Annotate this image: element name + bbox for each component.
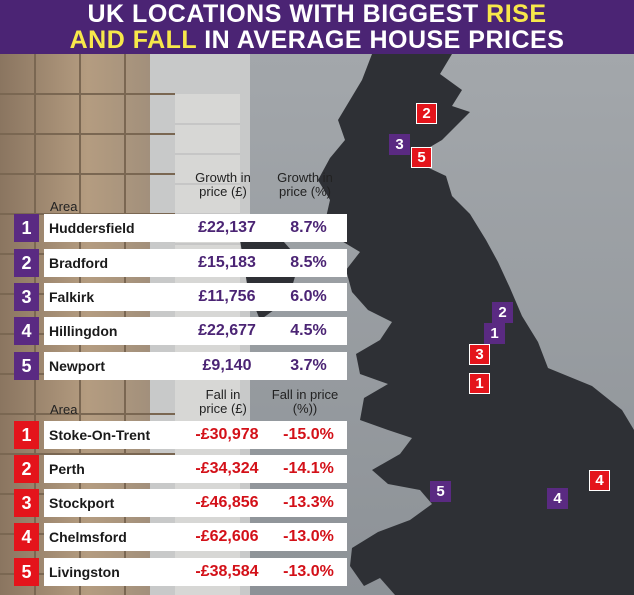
area-name: Livingston (49, 564, 120, 580)
area-name: Falkirk (49, 289, 95, 305)
title-text-2: IN AVERAGE HOUSE PRICES (196, 26, 565, 54)
area-name: Newport (49, 358, 105, 374)
area-name: Stockport (49, 495, 115, 511)
rise-row-cell: Bradford £15,183 8.5% (44, 249, 347, 277)
area-name: Bradford (49, 255, 109, 271)
growth-pct: 6.0% (290, 288, 327, 305)
fall-row-5: 5 Livingston -£38,584 -13.0% (14, 558, 347, 586)
title-highlight-fall: AND FALL (69, 26, 197, 54)
rise-rank-badge: 5 (14, 352, 39, 380)
map-marker-huddersfield: 1 (484, 323, 505, 344)
growth-value: £22,677 (198, 322, 256, 339)
rise-rank-badge: 3 (14, 283, 39, 311)
title-line-2: AND FALL IN AVERAGE HOUSE PRICES (0, 27, 634, 53)
area-name: Chelmsford (49, 529, 127, 545)
title-line-1: UK LOCATIONS WITH BIGGEST RISE (0, 1, 634, 27)
title-text-1: UK LOCATIONS WITH BIGGEST (87, 0, 487, 28)
rise-rank-badge: 4 (14, 317, 39, 345)
fall-row-cell: Stockport -£46,856 -13.3% (44, 489, 347, 517)
rise-row-cell: Newport £9,140 3.7% (44, 352, 347, 380)
map-marker-stockport: 3 (469, 344, 490, 365)
fall-pct: -15.0% (283, 426, 334, 443)
fall-row-cell: Livingston -£38,584 -13.0% (44, 558, 347, 586)
growth-value: £15,183 (198, 254, 256, 271)
fall-rank-badge: 5 (14, 558, 39, 586)
fall-rank-badge: 4 (14, 523, 39, 551)
map-marker-perth: 2 (416, 103, 437, 124)
growth-pct: 4.5% (290, 322, 327, 339)
area-name: Hillingdon (49, 323, 118, 339)
map-marker-livingston: 5 (411, 147, 432, 168)
rise-header-value: Growth in price (£) (195, 170, 251, 199)
rise-row-4: 4 Hillingdon £22,677 4.5% (14, 317, 347, 345)
fall-pct: -13.0% (283, 563, 334, 580)
fall-header-area: Area (50, 402, 78, 417)
rise-rank-badge: 1 (14, 214, 39, 242)
area-name: Stoke-On-Trent (49, 427, 151, 443)
map-marker-chelmsford: 4 (589, 470, 610, 491)
fall-rank-badge: 1 (14, 421, 39, 449)
rise-rank-badge: 2 (14, 249, 39, 277)
map-marker-stoke-on-trent: 1 (469, 373, 490, 394)
title-highlight-rise: RISE (486, 0, 547, 28)
fall-row-cell: Chelmsford -£62,606 -13.0% (44, 523, 347, 551)
growth-value: £9,140 (202, 357, 252, 374)
fall-pct: -14.1% (283, 460, 334, 477)
map-marker-hillingdon: 4 (547, 488, 568, 509)
fall-row-cell: Stoke-On-Trent -£30,978 -15.0% (44, 421, 347, 449)
map-marker-falkirk: 3 (389, 134, 410, 155)
fall-row-4: 4 Chelmsford -£62,606 -13.0% (14, 523, 347, 551)
fall-value: -£38,584 (195, 563, 259, 580)
rise-row-cell: Falkirk £11,756 6.0% (44, 283, 347, 311)
rise-row-1: 1 Huddersfield £22,137 8.7% (14, 214, 347, 242)
rise-header-area: Area (50, 199, 78, 214)
rise-row-3: 3 Falkirk £11,756 6.0% (14, 283, 347, 311)
title-banner: UK LOCATIONS WITH BIGGEST RISE AND FALL … (0, 0, 634, 54)
map-marker-bradford: 2 (492, 302, 513, 323)
growth-value: £11,756 (198, 288, 256, 305)
fall-value: -£62,606 (195, 528, 259, 545)
fall-pct: -13.0% (283, 528, 334, 545)
rise-row-2: 2 Bradford £15,183 8.5% (14, 249, 347, 277)
area-name: Huddersfield (49, 220, 135, 236)
map-marker-newport: 5 (430, 481, 451, 502)
great-britain-silhouette (318, 54, 634, 595)
fall-value: -£46,856 (195, 494, 259, 511)
rise-header-pct: Growth in price (%) (277, 170, 333, 199)
growth-pct: 3.7% (290, 357, 327, 374)
fall-rank-badge: 3 (14, 489, 39, 517)
area-name: Perth (49, 461, 85, 477)
fall-row-cell: Perth -£34,324 -14.1% (44, 455, 347, 483)
rise-row-cell: Hillingdon £22,677 4.5% (44, 317, 347, 345)
fall-row-1: 1 Stoke-On-Trent -£30,978 -15.0% (14, 421, 347, 449)
fall-header-pct: Fall in price (%)) (271, 387, 339, 416)
fall-header-value: Fall in price (£) (199, 387, 247, 416)
fall-rank-badge: 2 (14, 455, 39, 483)
rise-row-cell: Huddersfield £22,137 8.7% (44, 214, 347, 242)
fall-value: -£34,324 (195, 460, 259, 477)
fall-row-2: 2 Perth -£34,324 -14.1% (14, 455, 347, 483)
growth-pct: 8.7% (290, 219, 327, 236)
rise-row-5: 5 Newport £9,140 3.7% (14, 352, 347, 380)
fall-value: -£30,978 (195, 426, 259, 443)
fall-pct: -13.3% (283, 494, 334, 511)
growth-pct: 8.5% (290, 254, 327, 271)
fall-row-3: 3 Stockport -£46,856 -13.3% (14, 489, 347, 517)
growth-value: £22,137 (198, 219, 256, 236)
